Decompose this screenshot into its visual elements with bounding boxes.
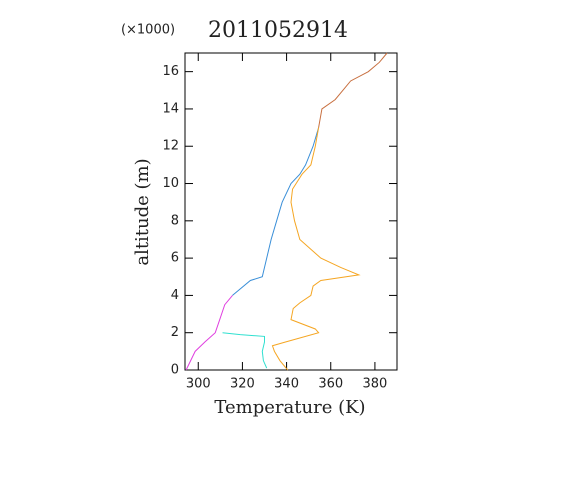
- plot-frame: [184, 52, 398, 371]
- y-tick-label: 2: [171, 325, 179, 340]
- x-tick-label: 300: [186, 377, 211, 392]
- x-tick-label: 340: [274, 377, 299, 392]
- x-axis-label: Temperature (K): [214, 397, 365, 418]
- x-tick-label: 380: [363, 377, 388, 392]
- profile-line: [271, 127, 361, 371]
- y-tick-label: 14: [162, 101, 179, 116]
- y-axis-label: altitude (m): [132, 158, 153, 265]
- profile-line: [232, 127, 320, 296]
- y-multiplier: (×1000): [121, 23, 175, 38]
- y-tick-label: 16: [162, 64, 179, 79]
- profile-line: [222, 332, 268, 369]
- y-tick-label: 0: [171, 363, 179, 378]
- y-tick-label: 10: [162, 176, 179, 191]
- x-tick-label: 360: [318, 377, 343, 392]
- chart-title: 2011052914: [208, 18, 348, 43]
- profile-line: [185, 295, 233, 371]
- y-tick-label: 12: [162, 139, 179, 154]
- profile-line: [318, 52, 388, 128]
- x-tick-label: 320: [230, 377, 255, 392]
- y-tick-label: 6: [171, 251, 179, 266]
- y-tick-label: 8: [171, 213, 179, 228]
- y-tick-label: 4: [171, 288, 179, 303]
